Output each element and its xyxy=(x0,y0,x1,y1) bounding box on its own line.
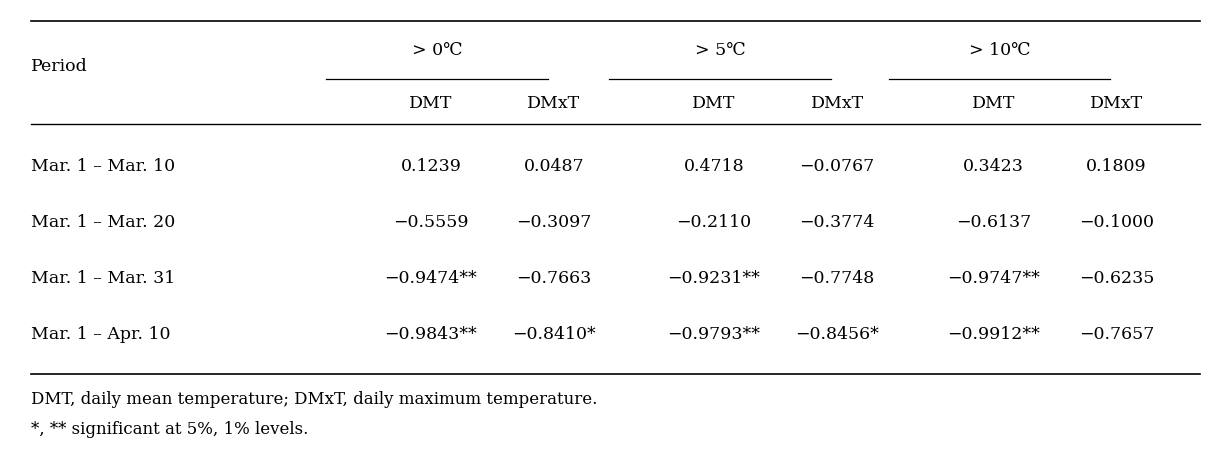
Text: 0.1809: 0.1809 xyxy=(1086,157,1147,175)
Text: DMT, daily mean temperature; DMxT, daily maximum temperature.: DMT, daily mean temperature; DMxT, daily… xyxy=(31,391,597,408)
Text: DMxT: DMxT xyxy=(1089,95,1144,112)
Text: −0.9793**: −0.9793** xyxy=(667,325,761,343)
Text: Mar. 1 – Apr. 10: Mar. 1 – Apr. 10 xyxy=(31,325,170,343)
Text: > 5℃: > 5℃ xyxy=(694,42,746,59)
Text: −0.7663: −0.7663 xyxy=(516,269,592,287)
Text: 0.3423: 0.3423 xyxy=(963,157,1024,175)
Text: DMT: DMT xyxy=(409,95,453,112)
Text: Mar. 1 – Mar. 20: Mar. 1 – Mar. 20 xyxy=(31,213,175,231)
Text: −0.0767: −0.0767 xyxy=(799,157,875,175)
Text: −0.2110: −0.2110 xyxy=(676,213,752,231)
Text: −0.8410*: −0.8410* xyxy=(512,325,596,343)
Text: DMT: DMT xyxy=(692,95,736,112)
Text: Period: Period xyxy=(31,58,87,75)
Text: Mar. 1 – Mar. 10: Mar. 1 – Mar. 10 xyxy=(31,157,175,175)
Text: −0.5559: −0.5559 xyxy=(393,213,469,231)
Text: −0.3097: −0.3097 xyxy=(516,213,592,231)
Text: −0.7748: −0.7748 xyxy=(799,269,875,287)
Text: −0.6235: −0.6235 xyxy=(1078,269,1155,287)
Text: −0.9843**: −0.9843** xyxy=(384,325,478,343)
Text: > 10℃: > 10℃ xyxy=(969,42,1030,59)
Text: −0.6137: −0.6137 xyxy=(955,213,1032,231)
Text: −0.1000: −0.1000 xyxy=(1080,213,1153,231)
Text: −0.9747**: −0.9747** xyxy=(947,269,1040,287)
Text: Mar. 1 – Mar. 31: Mar. 1 – Mar. 31 xyxy=(31,269,175,287)
Text: 0.0487: 0.0487 xyxy=(523,157,585,175)
Text: 0.4718: 0.4718 xyxy=(683,157,745,175)
Text: *, ** significant at 5%, 1% levels.: *, ** significant at 5%, 1% levels. xyxy=(31,420,308,438)
Text: −0.3774: −0.3774 xyxy=(799,213,875,231)
Text: −0.8456*: −0.8456* xyxy=(795,325,879,343)
Text: > 0℃: > 0℃ xyxy=(411,42,463,59)
Text: DMxT: DMxT xyxy=(527,95,581,112)
Text: DMxT: DMxT xyxy=(810,95,864,112)
Text: DMT: DMT xyxy=(971,95,1016,112)
Text: −0.9231**: −0.9231** xyxy=(667,269,761,287)
Text: −0.9474**: −0.9474** xyxy=(384,269,478,287)
Text: −0.7657: −0.7657 xyxy=(1078,325,1155,343)
Text: −0.9912**: −0.9912** xyxy=(947,325,1040,343)
Text: 0.1239: 0.1239 xyxy=(400,157,462,175)
